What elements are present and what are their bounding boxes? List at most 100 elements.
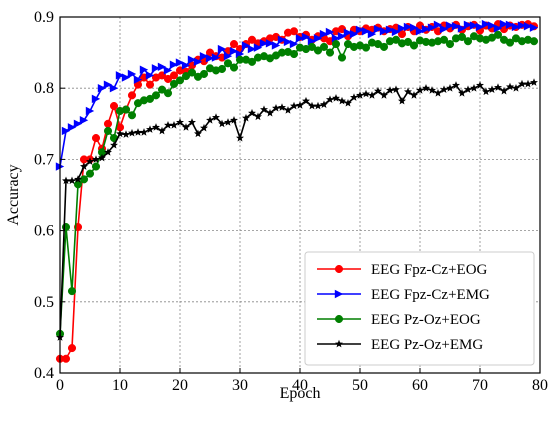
data-point [517, 21, 527, 30]
data-point [313, 46, 323, 55]
data-point [211, 53, 221, 62]
series-3 [55, 30, 539, 338]
data-point [290, 101, 298, 110]
data-point [67, 123, 77, 132]
data-point [511, 22, 521, 32]
data-point [410, 91, 418, 99]
data-point [529, 37, 539, 46]
data-point [499, 19, 509, 29]
data-point [61, 126, 71, 136]
data-point [529, 23, 539, 32]
legend-item: EEG Fpz-Cz+EOG [317, 262, 488, 278]
data-point [175, 76, 185, 85]
data-point [62, 176, 70, 185]
legend-marker [334, 314, 344, 324]
data-point [403, 37, 413, 46]
legend: EEG Fpz-Cz+EOG EEG Fpz-Cz+EMG EEG Pz-Oz+EO… [304, 251, 535, 366]
data-point [439, 24, 449, 34]
data-point [194, 129, 202, 138]
data-point [86, 157, 94, 165]
data-point [380, 91, 388, 99]
y-tick-label: 0.4 [34, 365, 54, 382]
data-point [73, 180, 83, 189]
data-point [385, 25, 395, 35]
data-point [187, 55, 197, 64]
data-point [128, 128, 136, 137]
data-point [85, 169, 95, 178]
data-point [289, 49, 299, 59]
data-point [134, 128, 142, 136]
data-point [289, 39, 299, 49]
data-point [163, 66, 173, 75]
data-point [121, 105, 131, 114]
data-point [445, 21, 455, 30]
data-point [92, 155, 100, 163]
data-point [319, 29, 329, 39]
data-point [212, 113, 220, 121]
data-point [343, 28, 353, 37]
data-point [320, 100, 328, 108]
data-point [386, 86, 394, 94]
legend-item: EEG Fpz-Cz+EMG [317, 287, 490, 303]
x-tick-label: 40 [292, 377, 308, 394]
data-point [512, 84, 520, 92]
data-point [115, 71, 125, 80]
data-point [331, 40, 341, 49]
data-point [85, 106, 95, 116]
data-point [127, 111, 137, 120]
data-point [361, 43, 371, 52]
data-point [187, 68, 197, 77]
data-point [374, 86, 382, 95]
x-tick-label: 60 [412, 377, 428, 394]
data-point [236, 133, 244, 142]
data-point [355, 25, 365, 35]
data-point [74, 175, 82, 183]
data-point [157, 62, 167, 72]
data-point [295, 34, 305, 43]
data-point [506, 82, 514, 91]
data-point [404, 87, 412, 96]
data-point [259, 39, 269, 48]
data-point [79, 175, 89, 184]
data-point [182, 123, 190, 131]
data-point [157, 85, 167, 94]
data-point [392, 85, 400, 94]
data-point [206, 116, 214, 124]
data-point [319, 42, 329, 51]
data-point [235, 49, 245, 59]
data-point [314, 101, 322, 110]
data-point [260, 105, 268, 113]
data-point [266, 108, 274, 117]
data-point [218, 119, 226, 128]
data-point [446, 84, 454, 92]
data-point [451, 22, 461, 31]
data-point [151, 64, 161, 73]
data-point [170, 121, 178, 129]
data-point [397, 24, 407, 33]
legend-marker [335, 339, 343, 348]
legend-box [304, 251, 535, 366]
data-point [409, 41, 419, 50]
y-tick-label: 0.6 [34, 223, 54, 240]
data-point [272, 103, 280, 112]
data-point [163, 74, 173, 83]
data-point [403, 22, 413, 32]
data-point [151, 91, 161, 100]
data-point [344, 98, 352, 107]
data-point [98, 153, 106, 162]
data-point [169, 71, 179, 80]
data-point [284, 106, 292, 114]
data-point [421, 24, 431, 34]
series-2 [55, 19, 539, 171]
data-point [325, 48, 335, 57]
data-point [146, 125, 154, 133]
data-point [530, 78, 538, 86]
x-tick-label: 30 [232, 377, 248, 394]
data-point [500, 86, 508, 95]
data-point [488, 85, 496, 94]
data-point [67, 344, 77, 353]
data-point [452, 81, 460, 89]
data-point [361, 27, 371, 36]
data-point [116, 129, 124, 138]
data-point [103, 126, 113, 135]
